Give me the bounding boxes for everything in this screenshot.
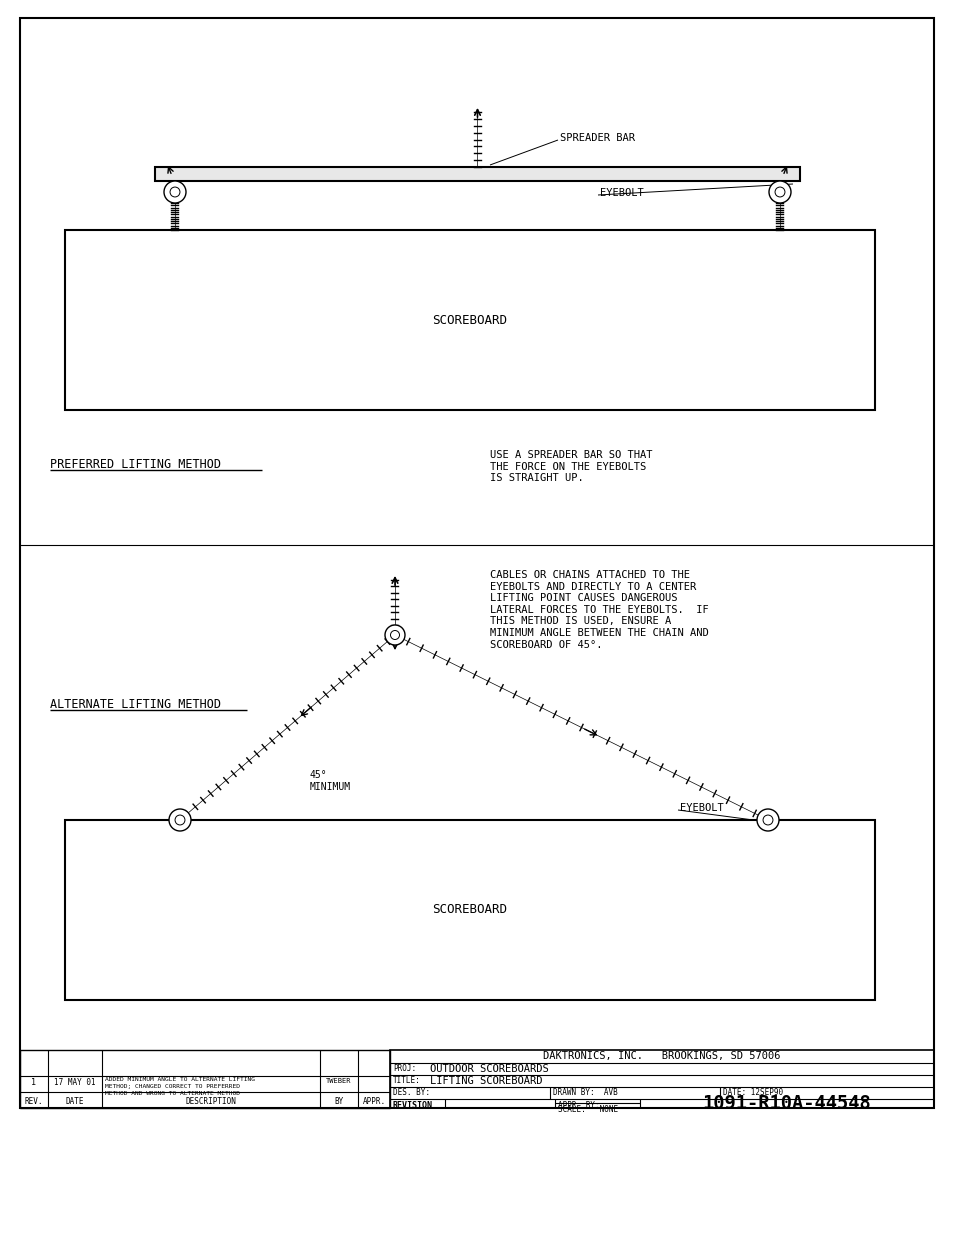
Text: ADDED MINIMUM ANGLE TO ALTERNATE LIFTING: ADDED MINIMUM ANGLE TO ALTERNATE LIFTING <box>105 1077 254 1082</box>
Circle shape <box>170 186 180 196</box>
Bar <box>65 820 874 1000</box>
Text: SCALE:   NONE: SCALE: NONE <box>558 1105 618 1114</box>
Circle shape <box>164 182 186 203</box>
Text: METHOD; CHANGED CORRECT TO PREFERRED: METHOD; CHANGED CORRECT TO PREFERRED <box>105 1084 240 1089</box>
Text: DRAWN BY:  AVB: DRAWN BY: AVB <box>553 1088 618 1097</box>
Text: REV.: REV. <box>25 1097 43 1107</box>
Bar <box>390 1050 933 1108</box>
Circle shape <box>774 186 784 196</box>
Text: CABLES OR CHAINS ATTACHED TO THE
EYEBOLTS AND DIRECTLY TO A CENTER
LIFTING POINT: CABLES OR CHAINS ATTACHED TO THE EYEBOLT… <box>490 571 708 650</box>
Circle shape <box>757 809 779 831</box>
Circle shape <box>385 625 405 645</box>
Text: DAKTRONICS, INC.   BROOKINGS, SD 57006: DAKTRONICS, INC. BROOKINGS, SD 57006 <box>542 1051 780 1061</box>
Text: SCOREBOARD: SCOREBOARD <box>432 904 507 916</box>
Circle shape <box>768 182 790 203</box>
Text: ALTERNATE LIFTING METHOD: ALTERNATE LIFTING METHOD <box>50 699 221 711</box>
Text: PROJ:: PROJ: <box>393 1065 416 1073</box>
Text: APPR. BY:: APPR. BY: <box>558 1100 599 1110</box>
Text: DATE: 12SEP90: DATE: 12SEP90 <box>722 1088 782 1097</box>
Text: EYEBOLT: EYEBOLT <box>599 188 643 198</box>
Text: BY: BY <box>334 1097 343 1107</box>
Bar <box>65 230 874 410</box>
Bar <box>20 1050 390 1108</box>
Text: USE A SPREADER BAR SO THAT
THE FORCE ON THE EYEBOLTS
IS STRAIGHT UP.: USE A SPREADER BAR SO THAT THE FORCE ON … <box>490 450 652 483</box>
Circle shape <box>174 815 185 825</box>
Text: OUTDOOR SCOREBOARDS: OUTDOOR SCOREBOARDS <box>430 1065 548 1074</box>
Text: SCOREBOARD: SCOREBOARD <box>432 314 507 326</box>
Text: DESCRIPTION: DESCRIPTION <box>186 1097 236 1107</box>
Text: APPR.: APPR. <box>362 1097 385 1107</box>
Bar <box>20 19 933 1108</box>
Bar <box>154 167 800 182</box>
Circle shape <box>762 815 772 825</box>
Text: 17 MAY 01: 17 MAY 01 <box>54 1078 95 1087</box>
Text: EYEBOLT: EYEBOLT <box>679 803 723 813</box>
Circle shape <box>169 809 191 831</box>
Text: PREFERRED LIFTING METHOD: PREFERRED LIFTING METHOD <box>50 458 221 472</box>
Text: DATE: DATE <box>66 1097 84 1107</box>
Text: REVISION: REVISION <box>393 1100 433 1110</box>
Text: TITLE:: TITLE: <box>393 1076 420 1086</box>
Text: 1: 1 <box>31 1078 36 1087</box>
Text: SPREADER BAR: SPREADER BAR <box>559 133 635 143</box>
Text: METHOD AND WRONG TO ALTERNATE METHOD: METHOD AND WRONG TO ALTERNATE METHOD <box>105 1091 240 1097</box>
Text: 45°
MINIMUM: 45° MINIMUM <box>310 769 351 792</box>
Text: TWEBER: TWEBER <box>326 1078 352 1084</box>
Text: DES. BY:: DES. BY: <box>393 1088 430 1097</box>
Text: 1091-R10A-44548: 1091-R10A-44548 <box>702 1094 870 1113</box>
Circle shape <box>390 631 399 640</box>
Text: LIFTING SCOREBOARD: LIFTING SCOREBOARD <box>430 1076 542 1086</box>
